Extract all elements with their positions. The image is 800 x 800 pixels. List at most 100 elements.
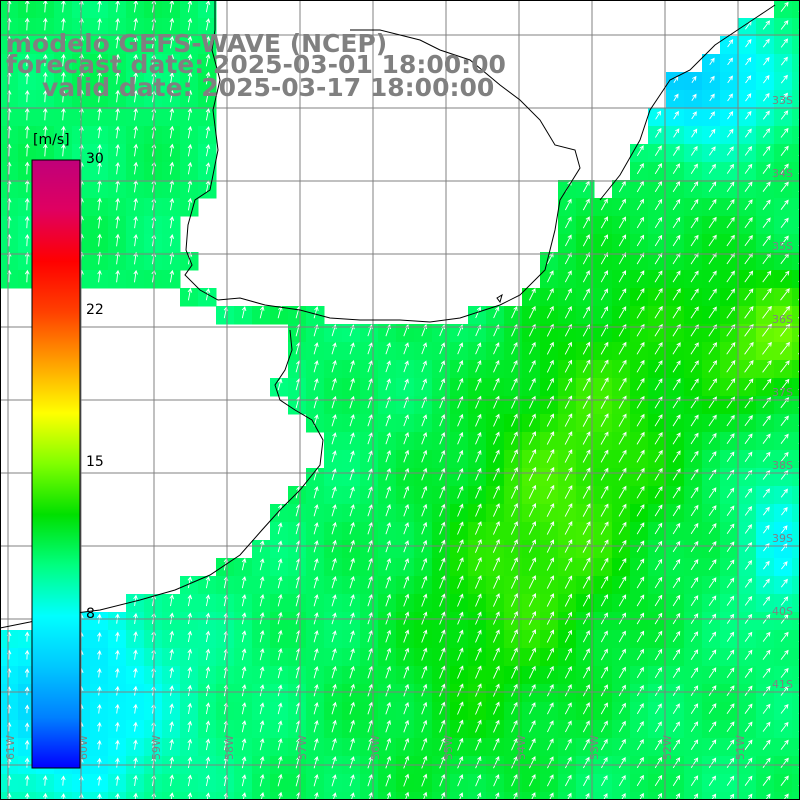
wind-arrow <box>726 541 735 553</box>
wind-arrow <box>726 414 735 427</box>
wind-arrow <box>546 629 555 643</box>
wind-arrow <box>367 360 373 373</box>
wind-arrow <box>780 631 789 642</box>
wind-arrow <box>546 774 554 787</box>
wind-arrow <box>727 39 734 48</box>
field-cell <box>360 792 379 800</box>
wind-arrow <box>709 128 716 138</box>
wind-arrow <box>439 719 446 733</box>
wind-arrow <box>564 305 572 319</box>
wind-arrow <box>546 665 554 679</box>
wind-arrow <box>97 650 102 660</box>
wind-arrow <box>367 414 373 427</box>
wind-arrow <box>169 648 174 660</box>
wind-arrow <box>780 667 789 678</box>
wind-arrow <box>97 668 102 678</box>
wind-arrow <box>115 631 120 642</box>
wind-arrow <box>241 648 247 661</box>
wind-arrow <box>690 486 699 499</box>
wind-arrow <box>187 143 193 157</box>
wind-arrow <box>564 503 573 517</box>
wind-arrow <box>636 305 645 319</box>
wind-arrow <box>476 792 482 800</box>
wind-arrow <box>726 342 736 355</box>
wind-arrow <box>618 306 627 319</box>
wind-arrow <box>564 521 573 535</box>
wind-arrow <box>492 611 500 625</box>
wind-arrow <box>511 341 518 355</box>
lon-label: 57W <box>296 735 309 760</box>
wind-arrow <box>564 593 573 607</box>
wind-arrow <box>672 649 681 661</box>
wind-arrow <box>762 270 772 283</box>
wind-arrow <box>546 466 555 481</box>
wind-arrow <box>492 593 500 607</box>
wind-arrow <box>385 575 391 589</box>
wind-arrow <box>493 756 500 769</box>
field-cell <box>792 288 800 307</box>
wind-arrow <box>457 611 464 625</box>
wind-arrow <box>493 342 500 355</box>
wind-arrow <box>115 685 120 696</box>
lat-label: 38S <box>772 459 793 472</box>
wind-arrow <box>169 630 175 643</box>
wind-arrow <box>403 683 410 697</box>
wind-arrow <box>187 774 193 787</box>
wind-arrow <box>690 577 699 589</box>
wind-arrow <box>187 71 193 85</box>
wind-arrow <box>780 378 790 391</box>
wind-arrow <box>744 757 753 768</box>
wind-arrow <box>511 359 518 373</box>
wind-arrow <box>187 702 193 714</box>
wind-arrow <box>493 774 500 787</box>
wind-arrow <box>367 683 373 697</box>
wind-arrow <box>510 665 518 679</box>
wind-arrow <box>618 467 627 481</box>
wind-arrow <box>672 739 681 751</box>
wind-arrow <box>385 432 391 445</box>
wind-arrow <box>403 378 409 391</box>
wind-arrow <box>97 793 102 800</box>
field-cell <box>792 540 800 559</box>
wind-arrow <box>385 486 391 499</box>
wind-arrow <box>277 720 283 733</box>
wind-arrow <box>24 792 30 800</box>
wind-arrow <box>582 377 591 391</box>
wind-arrow <box>439 611 446 625</box>
wind-arrow <box>205 53 211 67</box>
wind-arrow <box>367 468 373 481</box>
wind-arrow <box>24 234 30 247</box>
wind-arrow <box>331 504 337 517</box>
wind-arrow <box>205 792 211 800</box>
wind-arrow <box>636 666 644 679</box>
wind-arrow <box>169 703 174 714</box>
wind-arrow <box>421 521 428 535</box>
wind-arrow <box>546 484 555 499</box>
wind-arrow <box>744 451 753 462</box>
wind-arrow <box>474 521 482 535</box>
wind-arrow <box>24 17 30 31</box>
wind-arrow <box>115 269 120 283</box>
wind-arrow <box>277 755 283 769</box>
wind-arrow <box>259 648 265 661</box>
wind-arrow <box>492 575 500 589</box>
wind-arrow <box>512 792 518 800</box>
wind-arrow <box>655 127 662 138</box>
wind-arrow <box>708 685 717 697</box>
wind-arrow <box>583 738 590 751</box>
wind-arrow <box>277 558 283 571</box>
colorbar-unit: [m/s] <box>33 132 70 148</box>
wind-arrow <box>636 216 644 229</box>
wind-arrow <box>385 522 391 535</box>
wind-arrow <box>187 287 193 301</box>
wind-arrow <box>331 377 337 391</box>
wind-arrow <box>528 738 536 751</box>
wind-arrow <box>600 666 608 679</box>
wind-arrow <box>133 703 138 714</box>
wind-arrow <box>511 774 518 787</box>
wind-arrow <box>43 143 48 157</box>
wind-arrow <box>672 163 681 175</box>
lon-label: 51W <box>734 735 747 760</box>
wind-arrow <box>708 739 717 750</box>
